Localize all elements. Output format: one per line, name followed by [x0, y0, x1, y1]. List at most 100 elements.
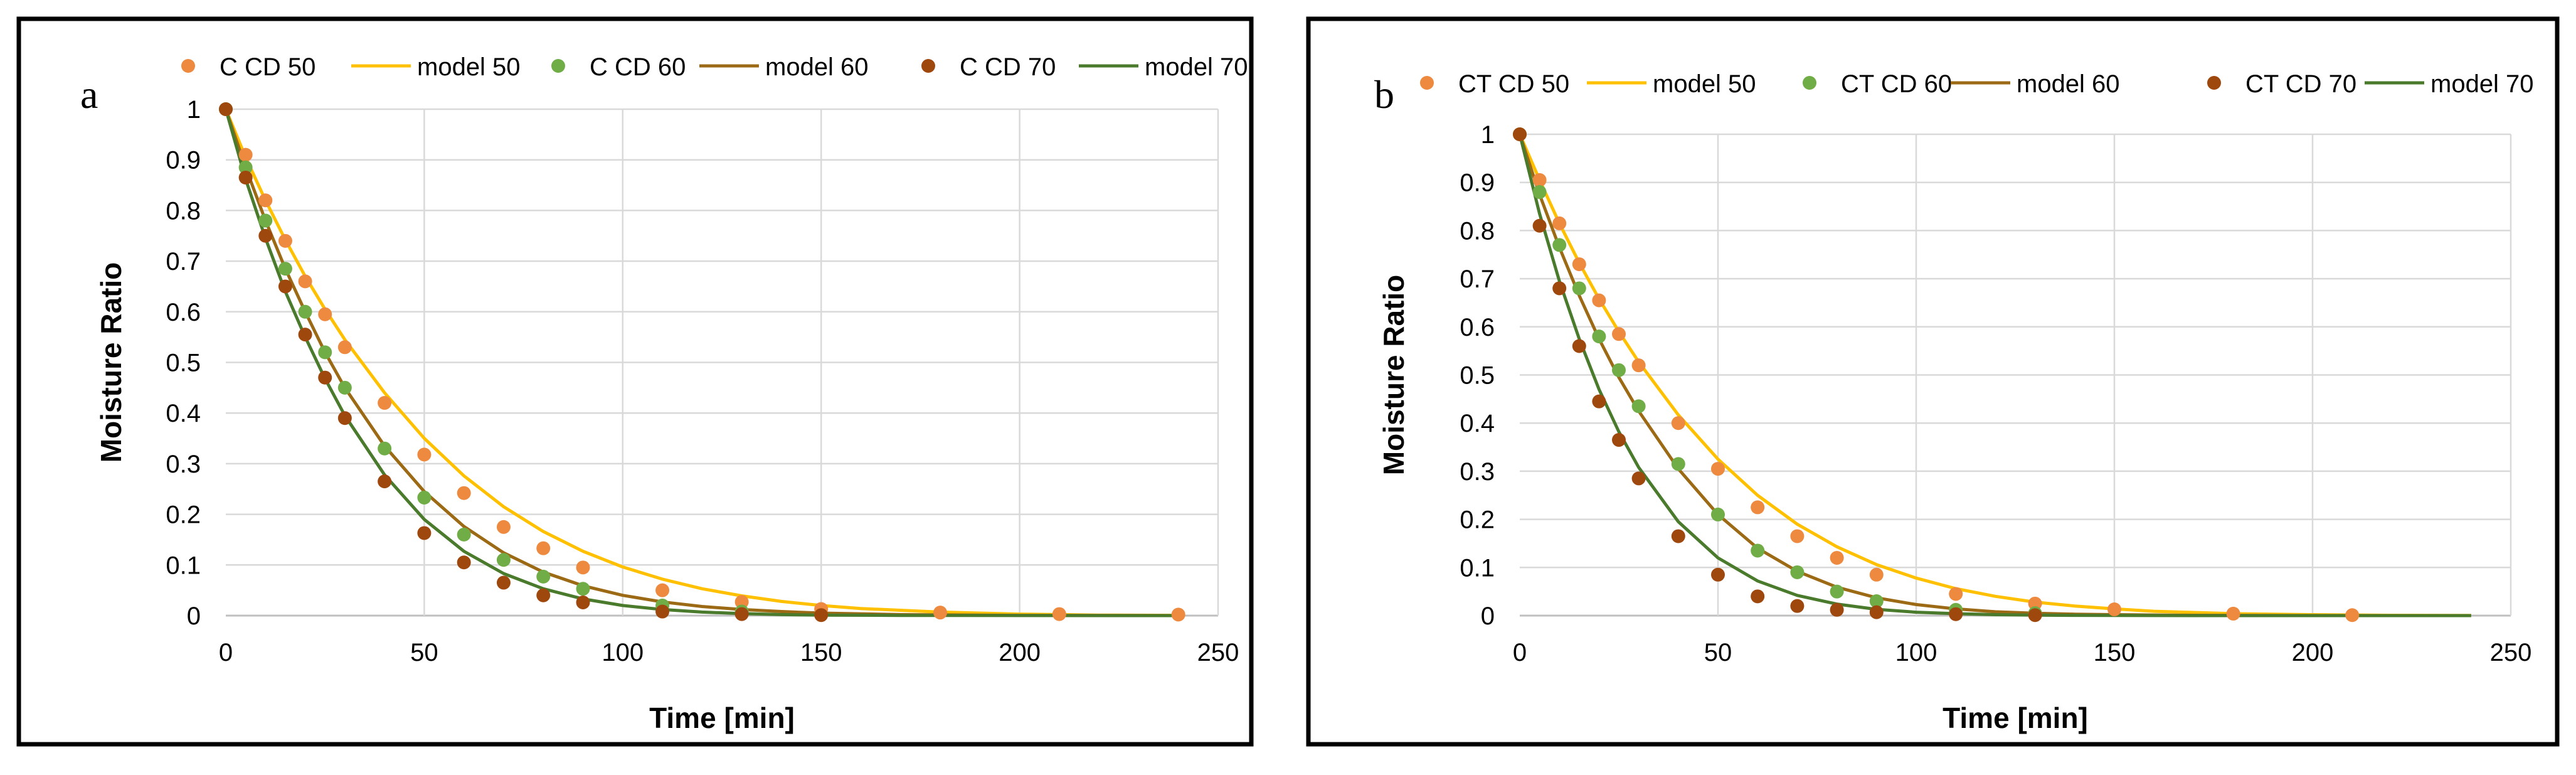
data-point-ct-cd-60 [1572, 281, 1586, 296]
data-point-c-cd-50 [238, 147, 253, 162]
data-point-c-cd-70 [417, 526, 432, 540]
y-axis-title: Moisture Ratio [95, 262, 127, 462]
data-point-c-cd-70 [298, 328, 312, 342]
data-point-ct-cd-70 [1830, 602, 1844, 617]
y-tick-label: 0.9 [1460, 169, 1495, 197]
data-point-c-cd-70 [496, 575, 511, 590]
data-point-c-cd-70 [536, 588, 551, 602]
legend-marker [181, 59, 195, 73]
data-point-c-cd-50 [378, 396, 392, 410]
data-point-c-cd-60 [337, 380, 352, 395]
y-tick-label: 0 [1481, 602, 1495, 630]
data-point-c-cd-60 [278, 262, 292, 276]
data-point-ct-cd-70 [1949, 607, 1963, 621]
x-axis-title: Time [min] [649, 702, 795, 734]
data-point-c-cd-50 [337, 340, 352, 355]
legend-label: C CD 60 [590, 53, 686, 81]
x-tick-label: 150 [2094, 639, 2136, 666]
data-point-ct-cd-60 [1552, 238, 1567, 252]
data-point-c-cd-50 [457, 486, 471, 500]
legend-label: model 60 [765, 53, 869, 81]
data-point-c-cd-70 [814, 608, 829, 623]
y-tick-label: 0.4 [1460, 410, 1495, 437]
data-point-c-cd-50 [417, 447, 432, 462]
y-tick-label: 0.7 [166, 248, 201, 275]
y-tick-label: 0.2 [1460, 506, 1495, 534]
x-tick-label: 50 [410, 639, 438, 666]
data-point-ct-cd-50 [2226, 606, 2240, 621]
legend-label: model 60 [2017, 70, 2120, 98]
y-tick-label: 0.6 [166, 299, 201, 326]
data-point-c-cd-70 [655, 604, 670, 619]
data-point-ct-cd-50 [1532, 173, 1547, 187]
data-point-ct-cd-60 [1671, 457, 1685, 471]
data-point-ct-cd-50 [1631, 358, 1646, 373]
data-point-ct-cd-50 [1790, 529, 1805, 543]
data-point-ct-cd-60 [1631, 399, 1646, 414]
legend-label: C CD 50 [220, 53, 315, 81]
data-point-ct-cd-70 [2028, 608, 2042, 623]
data-point-ct-cd-60 [1830, 584, 1844, 599]
panel-label: a [80, 72, 98, 117]
y-tick-label: 0.7 [1460, 265, 1495, 293]
data-point-c-cd-50 [1171, 607, 1185, 622]
data-point-c-cd-60 [258, 213, 273, 228]
y-tick-label: 0.2 [166, 501, 201, 529]
data-point-c-cd-70 [457, 555, 471, 570]
data-point-c-cd-60 [298, 304, 312, 319]
legend-label: C CD 70 [960, 53, 1056, 81]
y-axis-title: Moisture Ratio [1377, 275, 1410, 475]
data-point-c-cd-70 [378, 474, 392, 489]
y-tick-label: 1 [187, 96, 201, 124]
data-point-ct-cd-70 [1572, 339, 1586, 353]
data-point-ct-cd-50 [1671, 416, 1685, 430]
series-line-model-60 [224, 109, 1179, 617]
chart-frame [16, 16, 1254, 747]
x-tick-label: 100 [602, 639, 644, 666]
y-tick-label: 0 [187, 602, 201, 630]
data-point-c-cd-60 [238, 160, 253, 174]
data-point-c-cd-70 [258, 228, 273, 243]
series-line-model-50 [224, 109, 1179, 617]
data-point-c-cd-70 [734, 607, 749, 621]
legend-label: model 70 [1145, 53, 1248, 81]
data-point-c-cd-50 [576, 560, 590, 575]
data-point-c-cd-60 [576, 582, 590, 596]
data-point-ct-cd-60 [1592, 329, 1606, 344]
x-tick-label: 200 [2292, 639, 2334, 666]
data-point-c-cd-70 [337, 411, 352, 425]
data-point-ct-cd-60 [1711, 507, 1725, 521]
y-tick-label: 0.4 [166, 400, 201, 427]
x-tick-label: 200 [999, 639, 1041, 666]
data-point-c-cd-70 [238, 170, 253, 184]
data-point-ct-cd-70 [1790, 599, 1805, 613]
legend-label: model 50 [1653, 70, 1756, 98]
data-point-ct-cd-70 [1612, 433, 1626, 447]
data-point-ct-cd-70 [1532, 218, 1547, 233]
data-point-ct-cd-50 [1592, 293, 1606, 307]
data-point-ct-cd-50 [1572, 257, 1586, 272]
y-tick-label: 0.3 [166, 451, 201, 478]
data-point-c-cd-60 [417, 490, 432, 505]
y-tick-label: 0.8 [1460, 217, 1495, 245]
data-point-ct-cd-70 [1711, 567, 1725, 582]
data-point-ct-cd-70 [1631, 471, 1646, 486]
data-point-ct-cd-50 [1552, 216, 1567, 230]
data-point-c-cd-60 [536, 569, 551, 584]
x-tick-label: 100 [1895, 639, 1937, 666]
data-point-c-cd-70 [278, 279, 292, 294]
y-tick-label: 0.1 [1460, 554, 1495, 582]
data-point-ct-cd-50 [1612, 327, 1626, 341]
y-tick-label: 1 [1481, 121, 1495, 149]
legend-label: model 70 [2430, 70, 2534, 98]
data-point-c-cd-70 [219, 102, 233, 116]
data-point-c-cd-60 [378, 441, 392, 456]
data-point-ct-cd-70 [1592, 394, 1606, 409]
data-point-ct-cd-60 [1869, 594, 1884, 608]
data-point-c-cd-50 [258, 193, 273, 208]
x-tick-label: 250 [2490, 639, 2532, 666]
y-tick-label: 0.6 [1460, 314, 1495, 341]
chart-frame [1306, 16, 2560, 747]
legend-label: model 50 [417, 53, 521, 81]
